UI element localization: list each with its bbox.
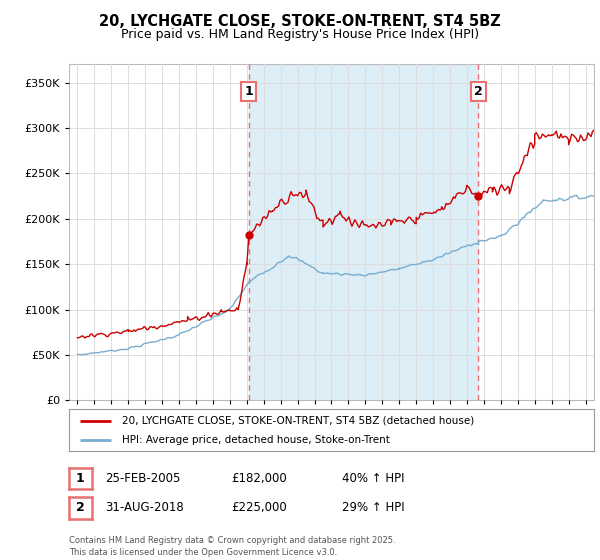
Text: 29% ↑ HPI: 29% ↑ HPI xyxy=(342,501,404,515)
Text: 31-AUG-2018: 31-AUG-2018 xyxy=(105,501,184,515)
Text: 1: 1 xyxy=(76,472,85,486)
Text: 20, LYCHGATE CLOSE, STOKE-ON-TRENT, ST4 5BZ (detached house): 20, LYCHGATE CLOSE, STOKE-ON-TRENT, ST4 … xyxy=(121,416,474,426)
Text: £182,000: £182,000 xyxy=(231,472,287,486)
Text: £225,000: £225,000 xyxy=(231,501,287,515)
Text: Price paid vs. HM Land Registry's House Price Index (HPI): Price paid vs. HM Land Registry's House … xyxy=(121,28,479,41)
Text: 2: 2 xyxy=(474,85,483,98)
Bar xyxy=(249,64,478,400)
Text: HPI: Average price, detached house, Stoke-on-Trent: HPI: Average price, detached house, Stok… xyxy=(121,435,389,445)
Text: 1: 1 xyxy=(244,85,253,98)
Text: 40% ↑ HPI: 40% ↑ HPI xyxy=(342,472,404,486)
Text: 20, LYCHGATE CLOSE, STOKE-ON-TRENT, ST4 5BZ: 20, LYCHGATE CLOSE, STOKE-ON-TRENT, ST4 … xyxy=(99,14,501,29)
Text: Contains HM Land Registry data © Crown copyright and database right 2025.
This d: Contains HM Land Registry data © Crown c… xyxy=(69,536,395,557)
Text: 2: 2 xyxy=(76,501,85,515)
Text: 25-FEB-2005: 25-FEB-2005 xyxy=(105,472,181,486)
